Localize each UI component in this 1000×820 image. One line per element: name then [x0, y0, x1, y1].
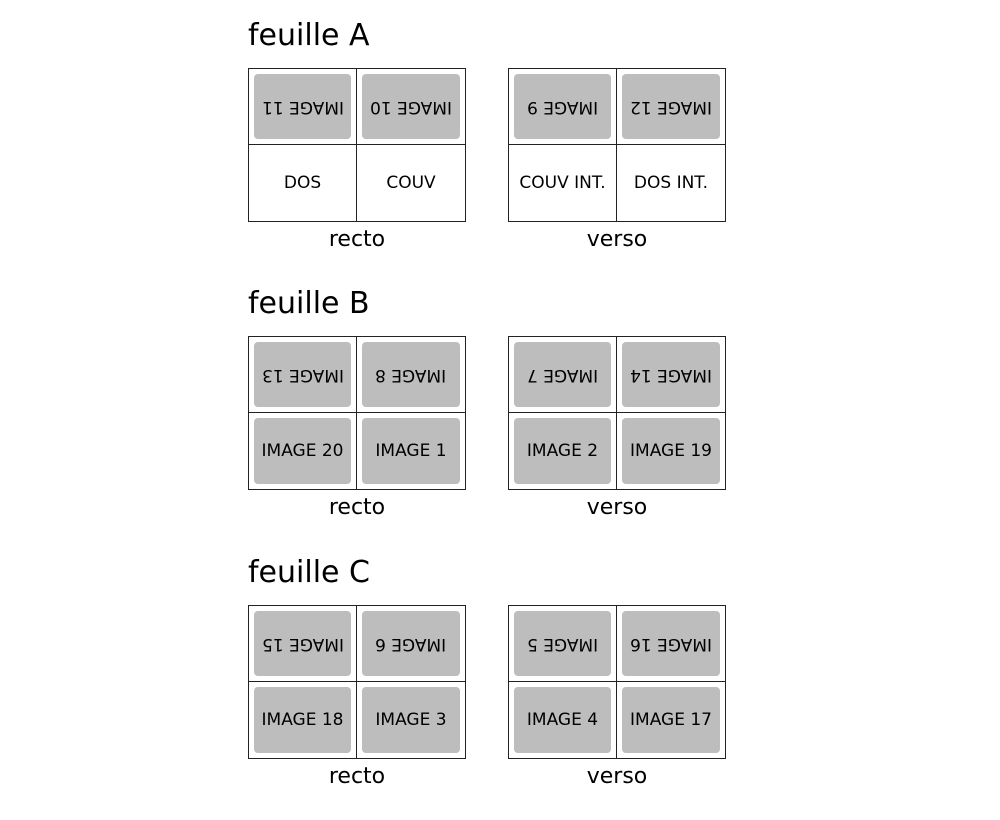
- side-caption: verso: [586, 495, 648, 520]
- page-label: COUV: [386, 173, 436, 193]
- page-cell: IMAGE 6: [357, 606, 465, 682]
- page-cell: IMAGE 7: [509, 337, 617, 413]
- page-label: IMAGE 7: [526, 364, 599, 385]
- page-label: IMAGE 5: [526, 633, 599, 654]
- page-cell: IMAGE 12: [617, 69, 725, 145]
- page-cell: IMAGE 13: [249, 337, 357, 413]
- page-cell: IMAGE 14: [617, 337, 725, 413]
- side-caption: recto: [328, 495, 386, 520]
- page-cell: IMAGE 2: [509, 413, 617, 489]
- page-label: IMAGE 11: [261, 96, 344, 117]
- sheet-b-verso: IMAGE 7 IMAGE 14 IMAGE 2 IMAGE 19 verso: [508, 336, 726, 520]
- sheet-a-verso: IMAGE 9 IMAGE 12 COUV INT. DOS INT. vers…: [508, 68, 726, 252]
- page-label: DOS: [283, 173, 322, 193]
- page-cell: IMAGE 10: [357, 69, 465, 145]
- page-cell: IMAGE 4: [509, 682, 617, 758]
- page-cell: IMAGE 3: [357, 682, 465, 758]
- page-cell: COUV INT.: [509, 145, 617, 221]
- sheet-title: feuille C: [248, 555, 370, 590]
- imposition-grid: IMAGE 9 IMAGE 12 COUV INT. DOS INT.: [508, 68, 726, 222]
- page-label: IMAGE 18: [261, 710, 344, 730]
- side-caption: verso: [586, 764, 648, 789]
- side-caption: verso: [586, 227, 648, 252]
- page-cell: COUV: [357, 145, 465, 221]
- sheet-b-recto: IMAGE 13 IMAGE 8 IMAGE 20 IMAGE 1 recto: [248, 336, 466, 520]
- page-label: IMAGE 14: [630, 364, 712, 385]
- page-label: IMAGE 13: [261, 364, 344, 385]
- imposition-grid: IMAGE 5 IMAGE 16 IMAGE 4 IMAGE 17: [508, 605, 726, 759]
- imposition-grid: IMAGE 11 IMAGE 10 DOS COUV: [248, 68, 466, 222]
- page-label: IMAGE 15: [261, 633, 344, 654]
- page-cell: IMAGE 11: [249, 69, 357, 145]
- sheet-title: feuille B: [248, 286, 370, 321]
- imposition-grid: IMAGE 7 IMAGE 14 IMAGE 2 IMAGE 19: [508, 336, 726, 490]
- page-cell: IMAGE 16: [617, 606, 725, 682]
- page-label: IMAGE 6: [375, 633, 447, 654]
- page-cell: IMAGE 8: [357, 337, 465, 413]
- page-cell: DOS: [249, 145, 357, 221]
- sheet-c: feuille C IMAGE 15 IMAGE 6 IMAGE 18 IMAG…: [248, 541, 728, 789]
- page-label: IMAGE 10: [370, 96, 452, 117]
- page-label: IMAGE 17: [630, 710, 712, 730]
- sheet-a: feuille A IMAGE 11 IMAGE 10 DOS COUV rec…: [248, 4, 728, 252]
- page-label: IMAGE 4: [526, 710, 599, 730]
- page-label: IMAGE 2: [526, 441, 599, 461]
- page-cell: IMAGE 20: [249, 413, 357, 489]
- sheet-a-recto: IMAGE 11 IMAGE 10 DOS COUV recto: [248, 68, 466, 252]
- page-label: IMAGE 1: [375, 441, 447, 461]
- page-cell: IMAGE 1: [357, 413, 465, 489]
- sheet-b: feuille B IMAGE 13 IMAGE 8 IMAGE 20 IMAG…: [248, 272, 728, 520]
- page-cell: IMAGE 18: [249, 682, 357, 758]
- page-cell: IMAGE 19: [617, 413, 725, 489]
- page-label: IMAGE 16: [630, 633, 712, 654]
- page-cell: DOS INT.: [617, 145, 725, 221]
- page-cell: IMAGE 5: [509, 606, 617, 682]
- imposition-grid: IMAGE 15 IMAGE 6 IMAGE 18 IMAGE 3: [248, 605, 466, 759]
- page-label: COUV INT.: [519, 173, 606, 193]
- sheet-c-verso: IMAGE 5 IMAGE 16 IMAGE 4 IMAGE 17 verso: [508, 605, 726, 789]
- side-caption: recto: [328, 227, 386, 252]
- sheet-c-recto: IMAGE 15 IMAGE 6 IMAGE 18 IMAGE 3 recto: [248, 605, 466, 789]
- page-label: IMAGE 19: [630, 441, 712, 461]
- sheet-title: feuille A: [248, 18, 370, 53]
- page-label: IMAGE 8: [375, 364, 447, 385]
- page-label: DOS INT.: [633, 173, 709, 193]
- page-label: IMAGE 12: [630, 96, 712, 117]
- page-label: IMAGE 20: [261, 441, 344, 461]
- page-cell: IMAGE 9: [509, 69, 617, 145]
- page-label: IMAGE 9: [526, 96, 599, 117]
- imposition-grid: IMAGE 13 IMAGE 8 IMAGE 20 IMAGE 1: [248, 336, 466, 490]
- page-cell: IMAGE 15: [249, 606, 357, 682]
- page-label: IMAGE 3: [375, 710, 447, 730]
- page-cell: IMAGE 17: [617, 682, 725, 758]
- side-caption: recto: [328, 764, 386, 789]
